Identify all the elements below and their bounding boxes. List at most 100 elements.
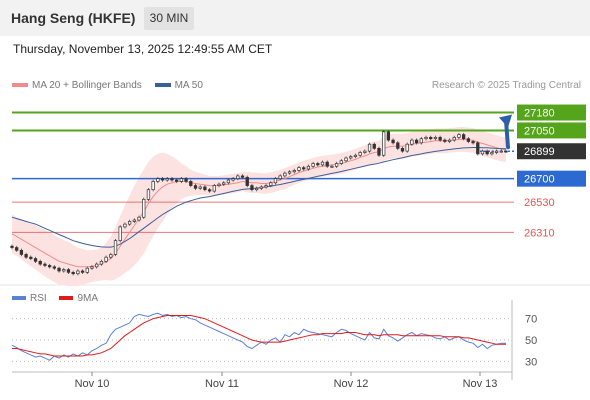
- candle: [29, 255, 33, 261]
- candle: [95, 262, 99, 269]
- rsi-line: [11, 312, 506, 361]
- candle: [259, 185, 263, 190]
- legend-item-ma20: MA 20 + Bollinger Bands: [12, 80, 142, 91]
- candle: [193, 183, 198, 190]
- legend-label-9ma: 9MA: [77, 293, 99, 304]
- candle-body: [90, 266, 94, 269]
- candle: [104, 255, 108, 263]
- candle: [151, 179, 155, 192]
- candle-body: [410, 139, 414, 145]
- level-lines: 27180 27050 26899 26700 26530 26310: [12, 104, 586, 239]
- candle-body: [429, 136, 433, 140]
- candle: [90, 265, 94, 270]
- candle: [175, 178, 179, 184]
- candle-body: [386, 131, 391, 141]
- candle: [33, 256, 38, 263]
- candle: [504, 149, 508, 153]
- ma9-swatch: [59, 296, 74, 301]
- candle-body: [485, 150, 489, 155]
- candle: [137, 215, 141, 222]
- candle: [118, 225, 122, 243]
- candle-body: [198, 186, 202, 189]
- candle-body: [127, 221, 132, 225]
- candle-body: [306, 165, 311, 170]
- rsi-tick-label-70: 70: [525, 314, 537, 326]
- rsi-tick-label-50: 50: [525, 335, 537, 347]
- candle-body: [339, 160, 343, 164]
- candle: [410, 138, 414, 146]
- candle-body: [447, 139, 452, 142]
- candle: [457, 132, 461, 139]
- candle-body: [344, 157, 348, 162]
- candle: [24, 252, 28, 259]
- candle-body: [57, 267, 61, 272]
- candle: [245, 175, 249, 188]
- candle: [396, 141, 400, 151]
- interval-button[interactable]: 30 MIN: [144, 7, 194, 30]
- candle-body: [189, 181, 193, 186]
- candle-body: [433, 136, 438, 140]
- candle: [419, 137, 423, 145]
- candle-body: [207, 189, 212, 192]
- candle-body: [217, 183, 221, 186]
- candle: [85, 266, 89, 275]
- candle: [240, 174, 245, 179]
- candle-body: [33, 258, 38, 262]
- candle: [330, 164, 334, 168]
- candle: [490, 150, 494, 156]
- bollinger-band: [12, 127, 506, 287]
- candle-body: [405, 143, 409, 152]
- candle: [367, 142, 372, 153]
- candle: [311, 161, 315, 168]
- candle: [57, 266, 61, 273]
- candle: [179, 177, 184, 184]
- ma20-swatch: [12, 83, 28, 88]
- candle: [447, 138, 452, 144]
- candle: [391, 138, 395, 145]
- candle: [382, 130, 386, 157]
- candle-body: [240, 175, 245, 178]
- candle-body: [160, 178, 165, 181]
- candle: [494, 149, 499, 155]
- candle-body: [47, 265, 52, 268]
- candle: [358, 150, 362, 157]
- candle: [485, 149, 489, 156]
- candle-body: [316, 163, 320, 166]
- candle-body: [311, 163, 315, 167]
- level-label-26310: 26310: [524, 227, 555, 239]
- candle: [217, 182, 221, 188]
- candle-body: [19, 249, 24, 255]
- candle-body: [471, 141, 475, 144]
- candle-body: [302, 167, 306, 170]
- candle: [156, 177, 160, 184]
- candle: [499, 149, 503, 153]
- candle: [292, 168, 296, 174]
- candle-body: [443, 139, 447, 142]
- rsi-ma9-line: [12, 315, 506, 357]
- time-tick-label: Nov 10: [75, 378, 110, 390]
- level-tag-27180: [517, 104, 586, 121]
- candle-body: [203, 186, 207, 191]
- candle: [236, 174, 240, 181]
- candle: [123, 222, 127, 229]
- candle: [278, 174, 282, 181]
- candle-body: [325, 161, 329, 167]
- price-legend: MA 20 + Bollinger Bands MA 50: [12, 80, 213, 91]
- candle: [334, 161, 339, 168]
- candle-body: [193, 185, 198, 189]
- candle: [47, 263, 52, 269]
- candle: [433, 135, 438, 141]
- candle-body: [367, 143, 372, 152]
- candle-body: [62, 269, 66, 272]
- candle: [170, 177, 174, 182]
- candle-body: [212, 185, 216, 192]
- candle: [344, 156, 348, 163]
- candle: [127, 219, 132, 226]
- candle: [99, 259, 104, 266]
- candle-body: [104, 256, 108, 262]
- candle-body: [71, 272, 75, 275]
- candle: [363, 149, 367, 155]
- ma20-line: [11, 138, 507, 268]
- candle: [212, 183, 216, 193]
- candle: [142, 197, 146, 219]
